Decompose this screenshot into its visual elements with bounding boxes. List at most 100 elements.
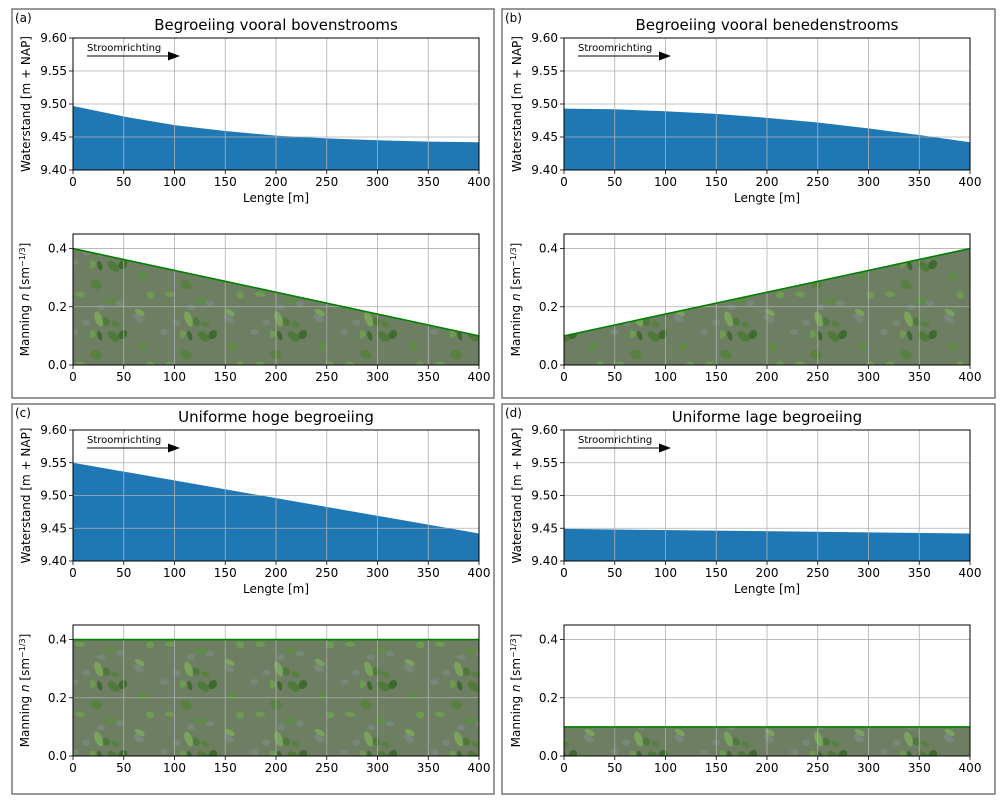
- x-tick-label: 200: [265, 761, 288, 775]
- x-tick-label: 400: [468, 370, 491, 384]
- flow-arrow-head: [168, 51, 180, 61]
- x-tick-label: 150: [214, 370, 237, 384]
- x-tick-label: 350: [417, 566, 440, 580]
- x-tick-label: 0: [560, 761, 568, 775]
- x-tick-label: 350: [417, 370, 440, 384]
- y-tick-label: 9.40: [40, 554, 67, 568]
- waterstand-axes: 0 50 100 150 200 250 300 350 400 9.40 9.45 9.50 9.55…: [510, 423, 981, 596]
- y-axis-label: Waterstand [m + NAP]: [19, 428, 33, 564]
- y-tick-label: 9.45: [531, 130, 558, 144]
- waterstand-axes: 0 50 100 150 200 250 300 350 400 9.40 9.45 9.50 9.55…: [510, 31, 981, 205]
- x-tick-label: 0: [69, 175, 77, 189]
- panel-letter: (c): [15, 406, 31, 420]
- panel-b: (b) Begroeiing vooral benedenstrooms 0 50 10…: [501, 8, 996, 399]
- y-axis-label: Manning n [sm−1/3]: [509, 243, 524, 357]
- y-axis-label-part: ]: [509, 634, 523, 639]
- x-tick-label: 200: [265, 370, 288, 384]
- x-tick-label: 200: [756, 370, 779, 384]
- y-tick-label: 9.45: [531, 521, 558, 535]
- y-axis-label-part: Manning: [18, 301, 32, 356]
- x-tick-label: 150: [705, 370, 728, 384]
- y-axis-label-part: Manning: [509, 692, 523, 747]
- y-axis-label: Waterstand [m + NAP]: [510, 36, 524, 172]
- y-tick-label: 9.50: [40, 489, 67, 503]
- x-tick-label: 250: [315, 566, 338, 580]
- flow-arrow-head: [659, 443, 671, 453]
- x-tick-label: 0: [560, 566, 568, 580]
- y-axis-label-part: −1/3: [18, 638, 27, 658]
- y-axis-label: Manning n [sm−1/3]: [18, 634, 33, 748]
- y-tick-label: 9.55: [40, 64, 67, 78]
- y-axis-label-part: −1/3: [18, 247, 27, 267]
- x-tick-label: 100: [163, 370, 186, 384]
- y-axis-label-part: [sm: [18, 658, 32, 684]
- x-tick-label: 0: [69, 566, 77, 580]
- x-tick-label: 150: [214, 175, 237, 189]
- x-axis-label: Lengte [m]: [243, 191, 309, 205]
- x-tick-label: 100: [163, 566, 186, 580]
- y-axis-label-part: [sm: [509, 658, 523, 684]
- y-axis-label: Waterstand [m + NAP]: [19, 36, 33, 172]
- x-tick-label: 50: [607, 761, 622, 775]
- x-tick-label: 400: [468, 175, 491, 189]
- x-tick-label: 200: [265, 175, 288, 189]
- x-tick-label: 200: [756, 566, 779, 580]
- x-tick-label: 50: [116, 370, 131, 384]
- x-tick-label: 150: [214, 566, 237, 580]
- panel-frame: [11, 403, 495, 795]
- y-axis-label-part: Manning: [18, 692, 32, 747]
- x-tick-label: 250: [806, 370, 829, 384]
- x-tick-label: 350: [417, 175, 440, 189]
- x-tick-label: 300: [857, 566, 880, 580]
- panel-a: (a) Begroeiing vooral bovenstrooms 0 50 100 1…: [11, 8, 495, 399]
- y-tick-label: 9.45: [40, 521, 67, 535]
- y-tick-label: 0.2: [539, 691, 558, 705]
- x-tick-label: 300: [857, 761, 880, 775]
- flow-direction-label: Stroomrichting: [87, 43, 161, 54]
- y-tick-label: 9.50: [40, 97, 67, 111]
- x-tick-label: 250: [315, 175, 338, 189]
- y-tick-label: 9.40: [531, 554, 558, 568]
- y-axis-label: Manning n [sm−1/3]: [509, 634, 524, 748]
- y-tick-label: 0.0: [539, 749, 558, 763]
- x-tick-label: 300: [857, 175, 880, 189]
- x-tick-label: 100: [654, 175, 677, 189]
- x-tick-label: 50: [116, 566, 131, 580]
- manning-axes: 0 50 100 150 200 250 300 350 400 0.0 0.2 0.4 Manning…: [18, 624, 491, 775]
- y-tick-label: 9.40: [531, 163, 558, 177]
- y-tick-label: 0.4: [48, 633, 67, 647]
- manning-axes: 0 50 100 150 200 250 300 350 400 0.0 0.2 0.4 Manning…: [18, 233, 491, 384]
- x-tick-label: 350: [908, 761, 931, 775]
- y-tick-label: 0.2: [48, 691, 67, 705]
- y-tick-label: 0.2: [48, 300, 67, 314]
- y-tick-label: 9.50: [531, 489, 558, 503]
- x-tick-label: 50: [607, 370, 622, 384]
- x-tick-label: 50: [607, 175, 622, 189]
- y-tick-label: 0.0: [48, 358, 67, 372]
- y-tick-label: 9.40: [40, 163, 67, 177]
- y-tick-label: 9.60: [531, 31, 558, 45]
- x-tick-label: 300: [366, 761, 389, 775]
- x-tick-label: 150: [705, 175, 728, 189]
- x-tick-label: 250: [315, 370, 338, 384]
- x-tick-label: 50: [116, 175, 131, 189]
- y-tick-label: 9.60: [40, 31, 67, 45]
- y-axis-label-part: n: [509, 293, 523, 301]
- panel-frame: [501, 8, 996, 399]
- y-tick-label: 0.4: [48, 242, 67, 256]
- y-axis-label-part: ]: [18, 634, 32, 639]
- x-axis-label: Lengte [m]: [734, 191, 800, 205]
- x-tick-label: 300: [366, 370, 389, 384]
- y-axis-label-part: n: [18, 684, 32, 692]
- x-tick-label: 300: [366, 566, 389, 580]
- y-tick-label: 0.0: [48, 749, 67, 763]
- y-axis-label-part: −1/3: [509, 247, 518, 267]
- y-tick-label: 0.4: [539, 633, 558, 647]
- y-tick-label: 0.4: [539, 242, 558, 256]
- x-tick-label: 200: [756, 175, 779, 189]
- y-axis-label-part: n: [509, 684, 523, 692]
- x-tick-label: 0: [560, 370, 568, 384]
- x-tick-label: 400: [468, 761, 491, 775]
- x-tick-label: 100: [163, 761, 186, 775]
